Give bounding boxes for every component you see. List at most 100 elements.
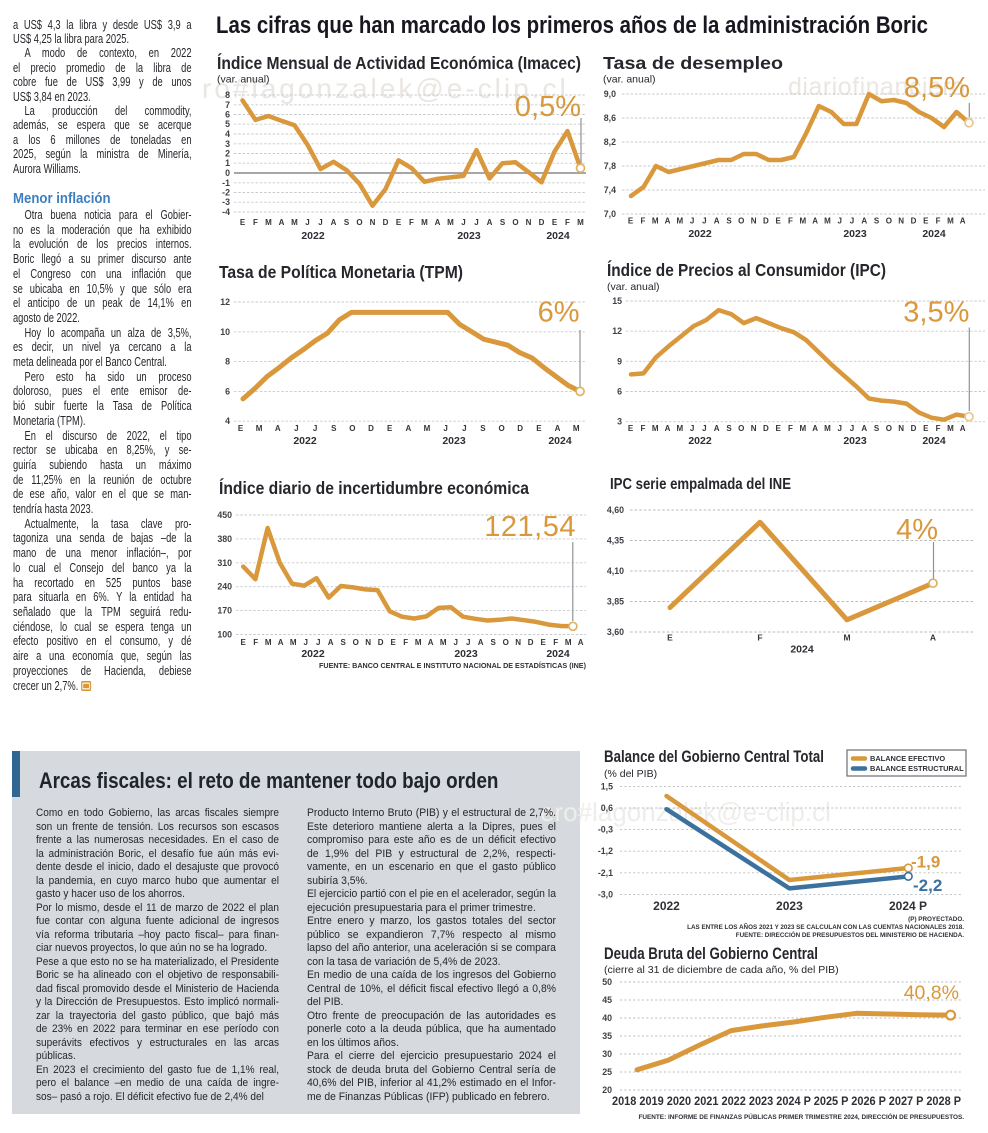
svg-text:E: E [776,424,782,433]
svg-text:M: M [947,424,954,433]
svg-text:2: 2 [225,149,230,159]
svg-text:M: M [799,424,806,433]
svg-text:8,5%: 8,5% [904,72,970,104]
svg-text:FUENTE: BANCO CENTRAL E INSTIT: FUENTE: BANCO CENTRAL E INSTITUTO NACION… [319,661,587,670]
svg-text:D: D [763,424,769,433]
svg-text:O: O [886,217,892,226]
svg-text:E: E [923,217,929,226]
svg-text:20: 20 [602,1085,612,1095]
svg-text:Balance del Gobierno Central T: Balance del Gobierno Central Total [604,748,824,766]
svg-text:A: A [331,218,337,227]
svg-text:F: F [936,217,941,226]
svg-text:2023: 2023 [843,435,867,447]
svg-text:2024 P: 2024 P [889,899,927,913]
svg-text:IPC serie empalmada del INE: IPC serie empalmada del INE [610,476,791,493]
svg-text:2024: 2024 [546,648,570,660]
svg-text:(% del PIB): (% del PIB) [604,768,657,780]
svg-text:O: O [349,424,355,433]
svg-text:100: 100 [217,630,232,640]
svg-text:M: M [265,638,272,647]
svg-text:F: F [553,638,558,647]
svg-text:(cierre al 31 de diciembre de: (cierre al 31 de diciembre de cada año, … [604,964,839,976]
svg-text:J: J [294,424,298,433]
svg-text:S: S [500,218,506,227]
svg-text:2022: 2022 [301,230,325,242]
svg-text:J: J [690,217,694,226]
svg-text:F: F [788,424,793,433]
svg-text:M: M [265,218,272,227]
svg-text:E: E [238,424,244,433]
svg-text:A: A [665,217,671,226]
svg-text:-1: -1 [222,178,230,188]
svg-text:E: E [667,633,673,643]
svg-text:N: N [365,638,371,647]
svg-text:2024: 2024 [790,644,814,656]
svg-text:S: S [874,424,880,433]
svg-text:F: F [788,217,793,226]
svg-text:M: M [290,638,297,647]
svg-text:121,54: 121,54 [484,511,576,543]
svg-text:(var. anual): (var. anual) [603,74,656,86]
svg-text:J: J [690,424,694,433]
svg-text:A: A [665,424,671,433]
svg-text:J: J [850,424,854,433]
svg-text:2022: 2022 [688,435,712,447]
svg-text:6: 6 [617,387,622,397]
svg-text:3: 3 [617,417,622,427]
svg-text:BALANCE ESTRUCTURAL: BALANCE ESTRUCTURAL [870,764,964,773]
svg-text:50: 50 [602,977,612,987]
svg-text:4,35: 4,35 [607,536,624,546]
svg-text:Deuda Bruta del Gobierno Centr: Deuda Bruta del Gobierno Central [604,945,818,963]
svg-text:O: O [353,638,359,647]
svg-text:O: O [356,218,362,227]
svg-text:M: M [843,633,850,643]
svg-text:S: S [341,638,347,647]
svg-text:3,5%: 3,5% [903,297,969,329]
svg-text:380: 380 [217,534,232,544]
svg-text:Índice de Precios al Consumido: Índice de Precios al Consumidor (IPC) [607,259,886,280]
svg-text:8,6: 8,6 [604,113,616,123]
svg-text:M: M [573,424,580,433]
svg-text:7,4: 7,4 [604,185,616,195]
svg-text:N: N [751,424,757,433]
svg-text:M: M [424,424,431,433]
svg-text:F: F [640,217,645,226]
svg-text:A: A [279,218,285,227]
svg-text:FUENTE: DIRECCIÓN DE PRESUPUES: FUENTE: DIRECCIÓN DE PRESUPUESTOS DEL MI… [736,930,964,939]
svg-text:4%: 4% [896,514,938,546]
svg-text:2024: 2024 [922,435,946,447]
svg-text:3,60: 3,60 [607,627,624,637]
svg-text:A: A [328,638,334,647]
svg-text:12: 12 [220,297,230,307]
svg-text:4: 4 [225,416,230,426]
svg-text:A: A [861,217,867,226]
svg-text:1,5: 1,5 [601,781,613,791]
svg-text:M: M [652,424,659,433]
svg-text:40: 40 [602,1013,612,1023]
svg-text:35: 35 [602,1031,612,1041]
svg-text:J: J [702,424,706,433]
svg-text:LAS ENTRE LOS AÑOS 2021 Y 2023: LAS ENTRE LOS AÑOS 2021 Y 2023 SE CALCUL… [687,922,964,931]
svg-text:F: F [403,638,408,647]
svg-text:1: 1 [225,158,230,168]
svg-text:S: S [344,218,350,227]
svg-text:D: D [378,638,384,647]
svg-text:Índice Mensual de Actividad Ec: Índice Mensual de Actividad Económica (I… [217,52,581,73]
svg-text:2023: 2023 [843,228,867,240]
svg-text:A: A [714,424,720,433]
svg-text:A: A [406,424,412,433]
svg-text:F: F [253,218,258,227]
svg-text:Índice diario de incertidumbre: Índice diario de incertidumbre económica [219,477,529,498]
svg-text:-3,0: -3,0 [598,889,613,899]
svg-text:A: A [812,424,818,433]
svg-text:4,60: 4,60 [607,505,624,515]
svg-text:M: M [565,638,572,647]
svg-text:J: J [474,218,478,227]
svg-text:7: 7 [225,100,230,110]
svg-text:4,10: 4,10 [607,566,624,576]
svg-text:450: 450 [217,510,232,520]
svg-text:O: O [512,218,518,227]
svg-text:0: 0 [225,168,230,178]
svg-text:M: M [676,217,683,226]
svg-text:O: O [886,424,892,433]
